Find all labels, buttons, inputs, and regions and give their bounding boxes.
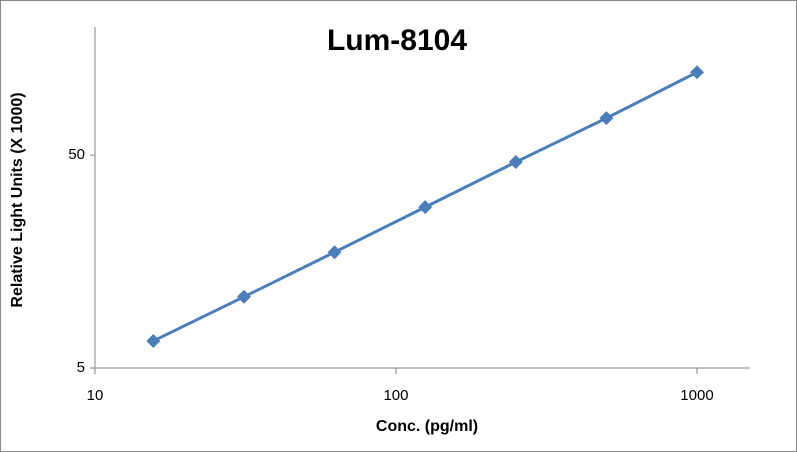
y-axis-label: Relative Light Units (X 1000): [9, 92, 26, 307]
data-point: [508, 155, 523, 170]
data-point: [236, 289, 251, 304]
x-tick-label: 100: [383, 387, 408, 404]
chart-title: Lum-8104: [327, 24, 467, 57]
x-tick-label: 10: [87, 387, 104, 404]
data-point: [146, 333, 161, 348]
x-tick-label: 1000: [680, 387, 713, 404]
y-tick-label: 5: [77, 359, 85, 376]
data-point: [599, 111, 614, 126]
data-point: [327, 245, 342, 260]
y-tick-label: 50: [68, 146, 85, 163]
data-point: [418, 200, 433, 215]
data-point: [689, 65, 704, 80]
x-axis-label: Conc. (pg/ml): [376, 418, 478, 435]
